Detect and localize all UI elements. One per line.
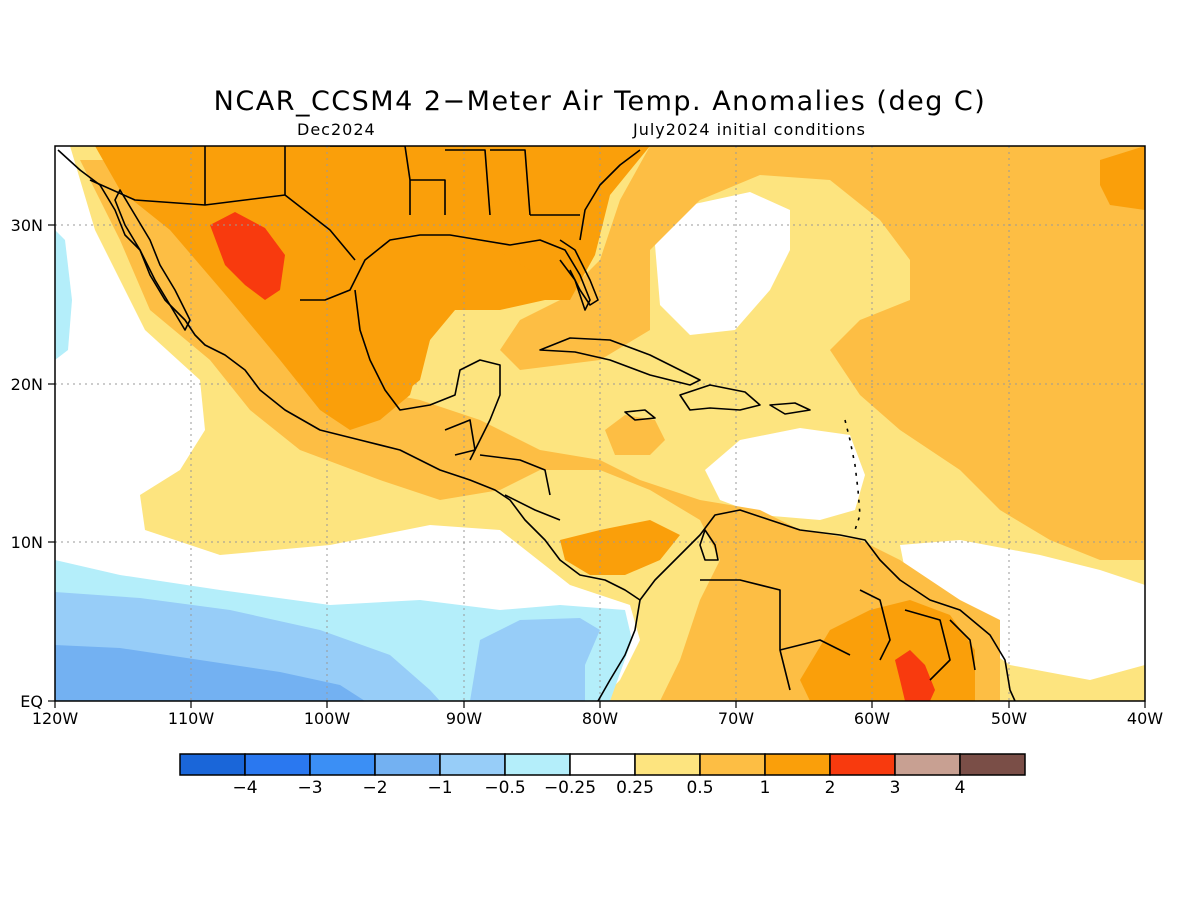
coastlines (57, 146, 1016, 701)
colorbar-swatch (699, 753, 766, 776)
lon-label: 40W (1127, 709, 1163, 728)
colorbar-swatch (894, 753, 961, 776)
colorbar-swatch (179, 753, 246, 776)
field-pos-2-mexico (210, 212, 285, 300)
colorbar-label: −3 (297, 778, 322, 798)
lat-labels: EQ 10N 20N 30N (11, 216, 43, 711)
field-neg-1 (55, 645, 365, 701)
colorbar-swatch (634, 753, 701, 776)
lat-label: 10N (11, 533, 43, 552)
lon-label: 90W (446, 709, 482, 728)
lon-label: 120W (32, 709, 79, 728)
lat-label: EQ (20, 692, 43, 711)
colorbar-label: −4 (232, 778, 257, 798)
lon-label: 80W (582, 709, 618, 728)
field-zero-atlantic (655, 192, 790, 335)
colorbar-label: 4 (955, 778, 966, 798)
initial-conditions: July2024 initial conditions (633, 120, 866, 139)
lat-label: 30N (11, 216, 43, 235)
axis-ticks (48, 224, 1146, 708)
colorbar-swatch (829, 753, 896, 776)
lat-label: 20N (11, 375, 43, 394)
colorbar-label: 0.25 (616, 778, 654, 798)
field-zero-caribbean (705, 428, 865, 520)
field-pos-2-brazil (895, 650, 935, 701)
colorbar-label: −2 (362, 778, 387, 798)
field-pos-05-caribbean-spot (605, 415, 665, 455)
field-pos-05-mexico (80, 160, 1000, 701)
colorbar-swatch (764, 753, 831, 776)
colorbar-swatch (959, 753, 1026, 776)
colorbar-swatch (309, 753, 376, 776)
colorbar: −4 −3 −2 −1 −0.5 −0.25 0.25 0.5 1 2 3 4 (179, 753, 1026, 798)
anomaly-field (55, 146, 1145, 701)
colorbar-label: 1 (760, 778, 771, 798)
graticule (55, 146, 1145, 701)
colorbar-label: 0.5 (686, 778, 713, 798)
field-pos-1-panama (560, 520, 680, 575)
colorbar-swatch (504, 753, 571, 776)
field-pos-1-far-east (1100, 146, 1145, 210)
lon-labels: 120W 110W 100W 90W 80W 70W 60W 50W 40W (32, 709, 1163, 728)
colorbar-swatch (569, 753, 636, 776)
field-pos-1-amazon (800, 600, 975, 701)
lon-label: 100W (304, 709, 351, 728)
field-neg-025-coast (55, 230, 72, 360)
colorbar-label: −0.5 (484, 778, 525, 798)
lon-label: 70W (718, 709, 754, 728)
lon-label: 60W (854, 709, 890, 728)
field-pos-05 (55, 146, 1145, 560)
colorbar-swatch (374, 753, 441, 776)
lon-label: 50W (991, 709, 1027, 728)
colorbar-swatch (244, 753, 311, 776)
colorbar-swatch (439, 753, 506, 776)
colorbar-label: −1 (427, 778, 452, 798)
colorbar-label: −0.25 (544, 778, 596, 798)
map-title: NCAR_CCSM4 2−Meter Air Temp. Anomalies (… (213, 86, 987, 117)
field-zero-south-atlantic (900, 540, 1145, 680)
field-neg-05-east (470, 618, 600, 701)
field-zero-pacific (55, 146, 640, 701)
colorbar-label: 3 (890, 778, 901, 798)
forecast-month: Dec2024 (297, 120, 376, 139)
lon-label: 110W (168, 709, 215, 728)
colorbar-label: 2 (825, 778, 836, 798)
field-pos-1-gulf (355, 235, 545, 400)
